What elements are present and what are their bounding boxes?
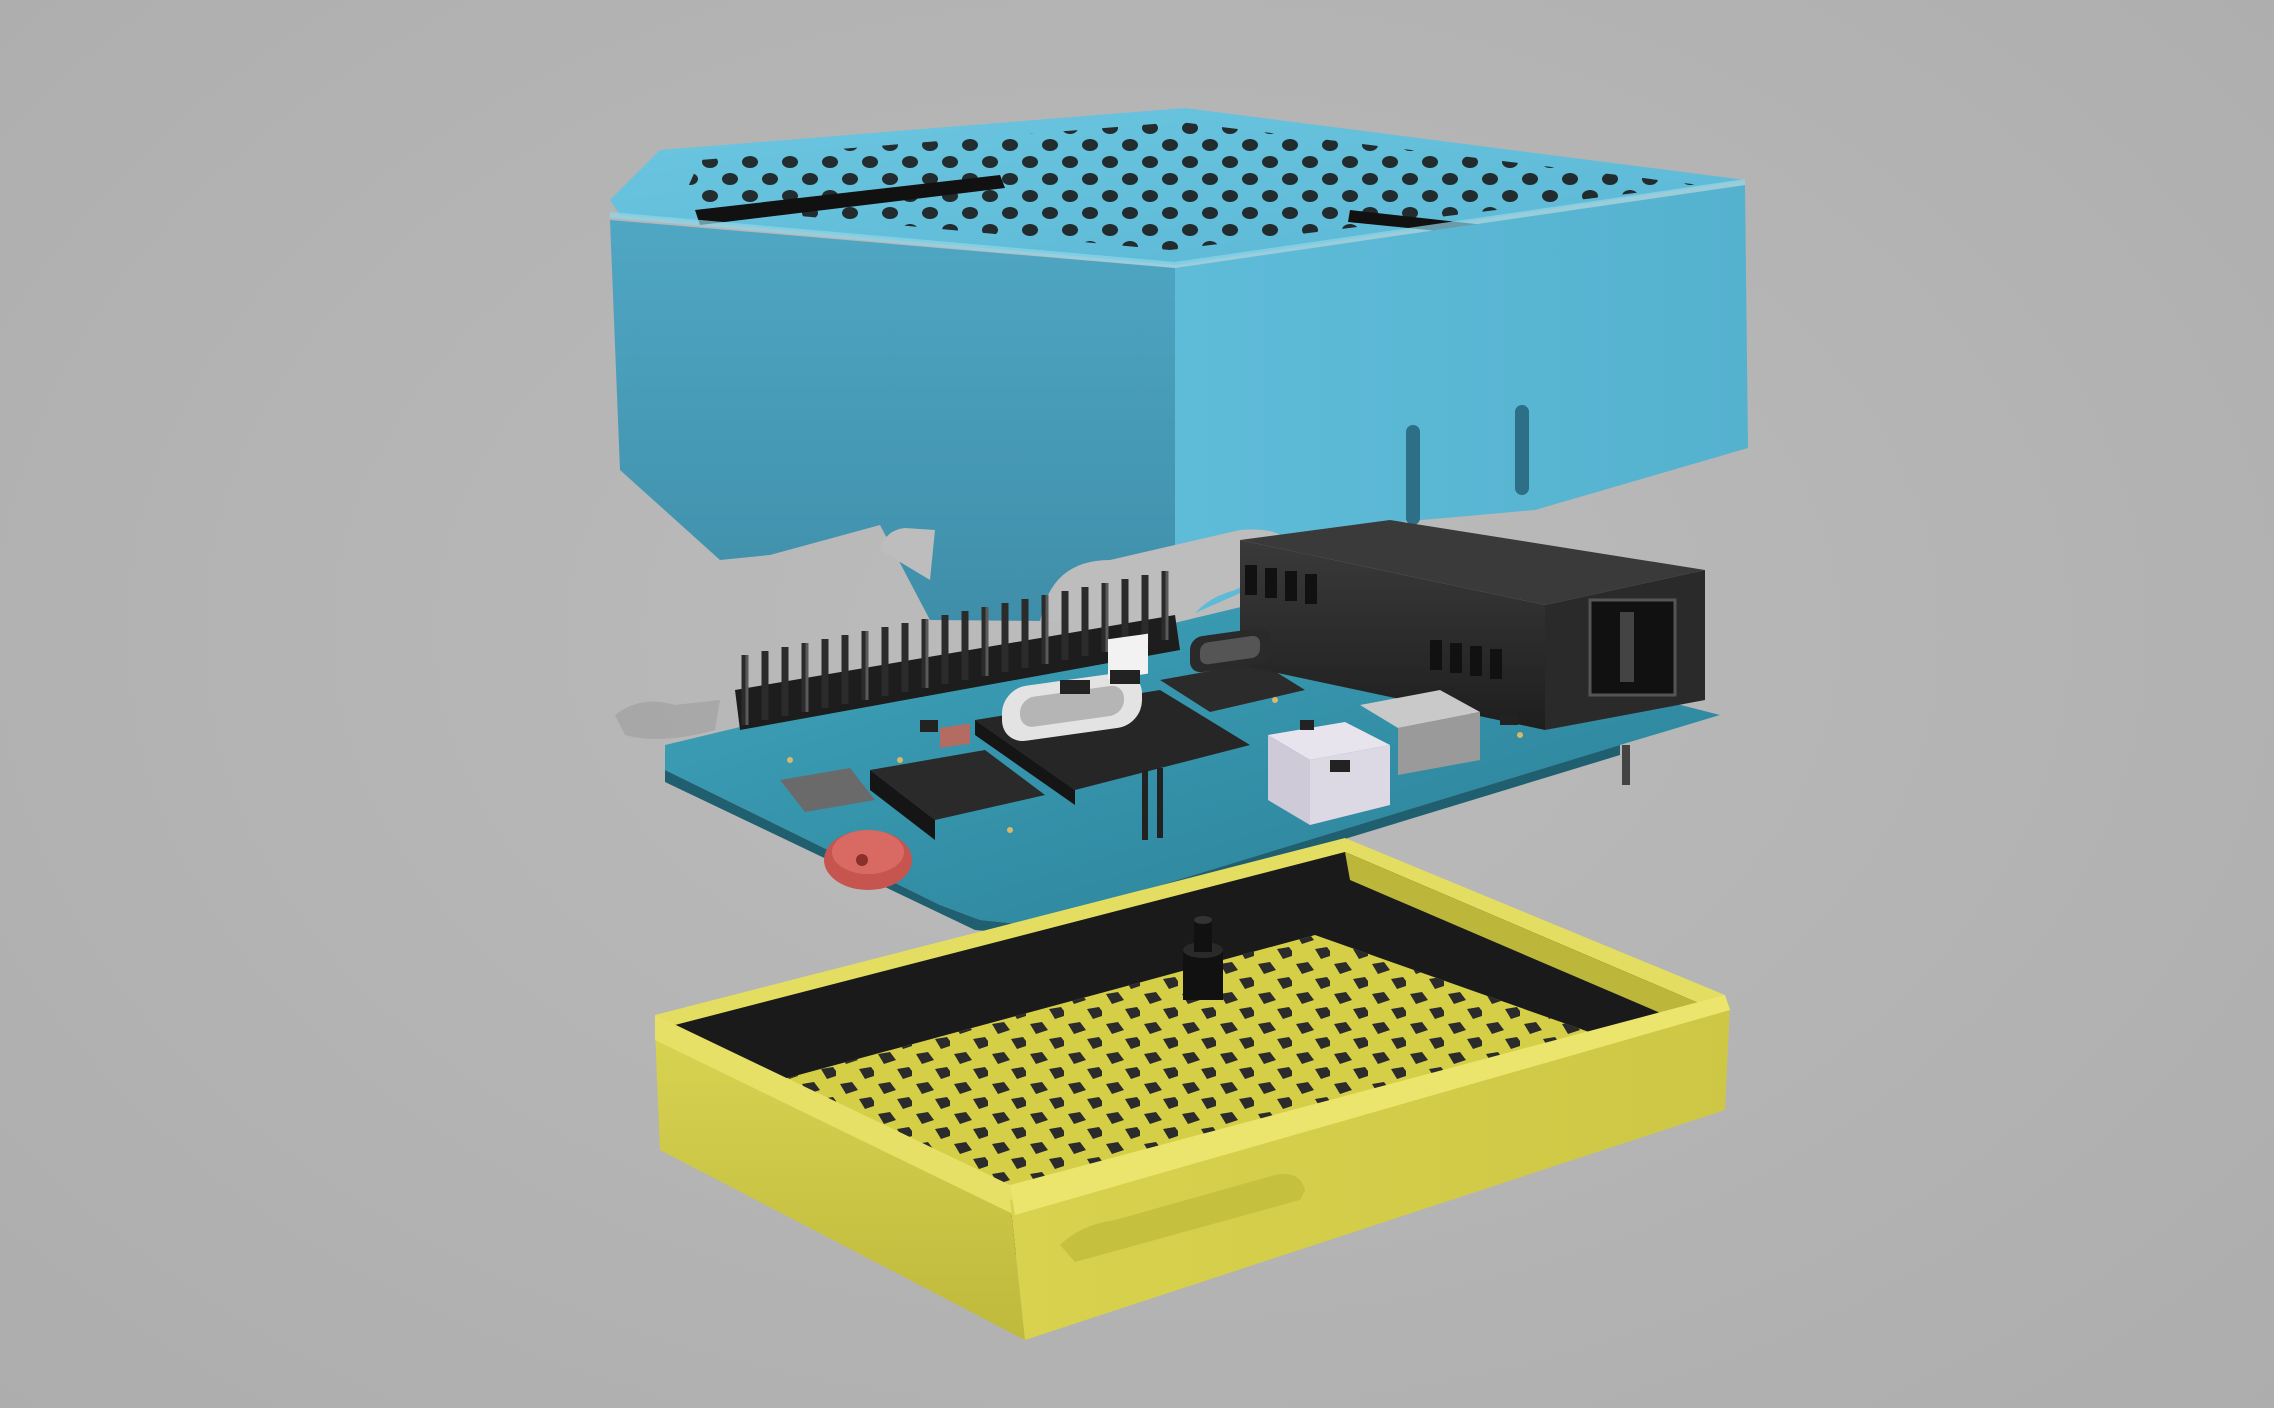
ethernet-port: [1240, 520, 1705, 730]
circuit-board[interactable]: [615, 520, 1720, 935]
tray-front-rim: [655, 1015, 1015, 1215]
lid-vent-grid: [680, 122, 1700, 250]
lid-side-slot-1: [1406, 425, 1420, 525]
sd-card-slot: [780, 768, 875, 812]
tray-right-inner-wall: [1345, 852, 1715, 1030]
tray-side-face: [1010, 1005, 1730, 1340]
smd-components: [920, 670, 1518, 772]
memory-chip: [870, 750, 1045, 820]
status-led: [940, 723, 970, 748]
lid-front-face: [610, 220, 1175, 622]
tray-side-rim: [1010, 995, 1730, 1215]
tray-front-face: [655, 1030, 1025, 1340]
white-header: [1108, 633, 1163, 840]
tray-back-rim: [655, 838, 1725, 1025]
flash-chip: [1160, 662, 1305, 712]
pcie-connector: [1360, 690, 1480, 775]
usb-c-port: [1002, 672, 1142, 742]
lid-power-cutout: [880, 528, 935, 580]
tray-notch: [1060, 1174, 1305, 1262]
smd-pads: [787, 697, 1523, 833]
lid-header-slot: [695, 175, 1005, 225]
fan-connector: [1268, 722, 1390, 825]
micro-hdmi-port: [1190, 628, 1270, 673]
lid-side-slot-2: [1515, 405, 1529, 495]
top-case-lid[interactable]: [609, 108, 1748, 622]
power-button[interactable]: [824, 830, 912, 890]
bottom-case-tray[interactable]: [655, 838, 1730, 1340]
standoff-pin: [1622, 745, 1630, 785]
lid-side-face: [1175, 185, 1748, 622]
gpio-header: [735, 571, 1180, 730]
tray-standoff: [1183, 916, 1223, 1000]
